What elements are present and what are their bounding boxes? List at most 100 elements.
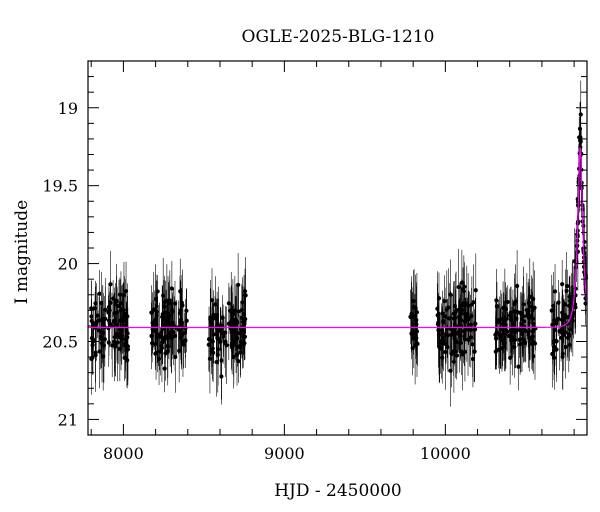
- data-point: [215, 347, 221, 352]
- data-point: [118, 308, 124, 313]
- data-point: [512, 309, 517, 314]
- data-point: [465, 337, 471, 342]
- data-point: [178, 335, 183, 340]
- data-point: [556, 316, 561, 321]
- data-point: [226, 301, 231, 306]
- data-point: [443, 349, 448, 355]
- data-point: [180, 339, 186, 344]
- data-point: [560, 282, 565, 287]
- data-point: [115, 340, 120, 345]
- data-point: [565, 335, 570, 340]
- data-point: [153, 350, 159, 355]
- data-point: [549, 308, 554, 313]
- data-point: [493, 336, 499, 341]
- data-point: [120, 316, 125, 322]
- data-point: [172, 333, 178, 338]
- data-point: [241, 324, 246, 329]
- data-point: [567, 303, 572, 308]
- data-point: [227, 308, 233, 313]
- data-point: [231, 342, 236, 347]
- y-tick-label: 19: [58, 99, 78, 118]
- data-point: [106, 326, 111, 331]
- data-point: [459, 349, 464, 354]
- data-points-layer: [89, 80, 589, 407]
- data-point: [456, 284, 461, 290]
- data-point: [208, 320, 213, 325]
- data-point: [462, 337, 468, 342]
- data-point: [494, 298, 499, 303]
- data-point: [113, 302, 118, 307]
- data-point: [108, 282, 113, 287]
- x-tick-label: 10000: [420, 444, 471, 463]
- data-point: [508, 314, 513, 319]
- data-point: [498, 336, 503, 341]
- data-point: [449, 332, 454, 337]
- data-point: [149, 333, 154, 339]
- data-point: [448, 368, 453, 373]
- data-point: [184, 308, 189, 313]
- data-point: [495, 319, 500, 324]
- data-point: [516, 364, 521, 369]
- data-point: [159, 330, 164, 335]
- data-point: [528, 304, 534, 309]
- data-point: [515, 283, 520, 289]
- data-point: [99, 318, 104, 323]
- data-point: [221, 334, 226, 339]
- data-point: [177, 348, 182, 353]
- data-point: [236, 282, 241, 287]
- data-point: [413, 318, 419, 323]
- data-point: [567, 294, 572, 299]
- chart-title: OGLE-2025-BLG-1210: [242, 27, 435, 47]
- data-point: [125, 358, 130, 363]
- data-point: [451, 359, 456, 364]
- data-point: [518, 310, 523, 315]
- data-point: [497, 332, 502, 337]
- data-point: [179, 300, 184, 305]
- data-point: [183, 326, 188, 331]
- data-point: [117, 292, 122, 297]
- data-point: [451, 311, 456, 316]
- data-point: [530, 329, 535, 334]
- data-point: [238, 343, 243, 348]
- data-point: [413, 330, 418, 335]
- data-point: [440, 335, 446, 340]
- data-point: [162, 314, 167, 319]
- x-tick-label: 8000: [103, 444, 144, 463]
- data-point: [508, 355, 513, 360]
- y-axis-label: I magnitude: [12, 200, 32, 304]
- data-point: [169, 286, 174, 291]
- data-point: [526, 300, 532, 305]
- data-point: [236, 309, 241, 314]
- y-tick-label: 19.5: [42, 177, 78, 196]
- data-point: [440, 355, 445, 360]
- data-point: [498, 327, 503, 332]
- data-point: [167, 301, 172, 306]
- data-point: [93, 350, 98, 355]
- data-point: [457, 315, 462, 321]
- data-point: [92, 306, 98, 311]
- data-point: [444, 307, 449, 312]
- data-point: [112, 334, 117, 340]
- data-point: [518, 342, 523, 347]
- data-point: [566, 332, 571, 337]
- data-point: [551, 340, 556, 345]
- data-point: [219, 374, 224, 379]
- data-point: [459, 280, 464, 285]
- data-point: [154, 309, 159, 314]
- data-point: [96, 328, 101, 333]
- data-point: [95, 313, 100, 318]
- data-point: [117, 346, 122, 351]
- data-point: [123, 323, 129, 328]
- y-tick-label: 20.5: [42, 333, 78, 352]
- data-point: [235, 336, 240, 341]
- data-point: [525, 310, 531, 315]
- data-point: [100, 330, 106, 335]
- data-point: [445, 344, 450, 350]
- data-point: [160, 340, 165, 345]
- data-point: [239, 339, 244, 344]
- data-point: [552, 289, 558, 294]
- data-point: [161, 293, 166, 298]
- data-point: [563, 344, 568, 350]
- data-point: [554, 347, 559, 352]
